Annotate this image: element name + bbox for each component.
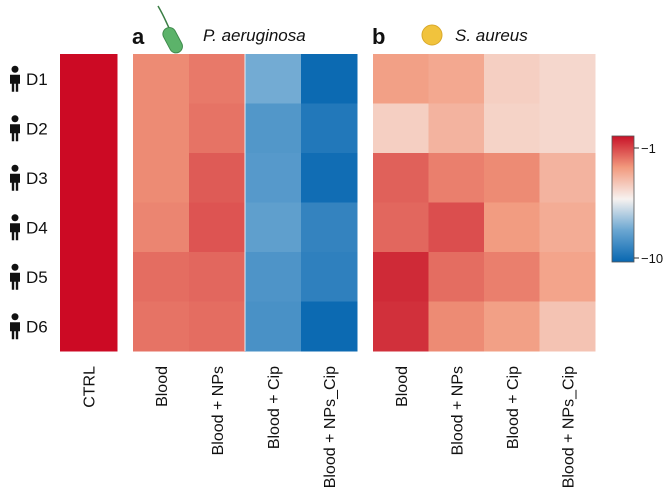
heatmap-cell <box>133 54 190 104</box>
panel-a-header: a P. aeruginosa <box>132 5 306 54</box>
condition-label: Blood + NPs_Cip <box>560 366 577 488</box>
panel-b-header: b S. aureus <box>372 24 528 49</box>
heatmap-cell <box>189 103 246 154</box>
panel-a-heatmap <box>133 54 358 352</box>
heatmap-cell <box>245 54 302 104</box>
colorbar-gradient <box>611 135 635 263</box>
heatmap-cell <box>133 103 190 154</box>
heatmap-cell <box>539 54 596 104</box>
condition-label: Blood + NPs <box>210 366 227 455</box>
heatmap-cell <box>189 153 246 203</box>
heatmap-cell <box>373 54 429 104</box>
donor-label: D2 <box>26 119 48 138</box>
heatmap-cell <box>245 252 302 302</box>
heatmap-cell <box>539 103 596 154</box>
heatmap-cell <box>133 202 190 253</box>
heatmap-cell <box>539 301 596 352</box>
condition-label: Blood + Cip <box>505 366 522 449</box>
condition-label: Blood <box>394 366 411 407</box>
heatmap-cell <box>539 153 596 203</box>
heatmap-cell <box>373 153 429 203</box>
panel-b-species: S. aureus <box>455 26 528 45</box>
panel-b-letter: b <box>372 24 385 49</box>
person-icon <box>10 65 20 92</box>
heatmap-cell <box>60 54 118 104</box>
heatmap-cell <box>301 54 358 104</box>
heatmap-cell <box>301 153 358 203</box>
heatmap-cell <box>60 252 118 302</box>
heatmap-cell <box>133 252 190 302</box>
heatmap-cell <box>245 301 302 352</box>
heatmap-cell <box>428 252 485 302</box>
donor-label: D6 <box>26 317 48 336</box>
heatmap-cell <box>245 202 302 253</box>
heatmap-cell <box>60 202 118 253</box>
donor-labels: D1 D2 D3 D4 D5 D6 <box>10 65 48 340</box>
heatmap-cell <box>245 103 302 154</box>
panel-a-letter: a <box>132 24 145 49</box>
heatmap-cell <box>189 202 246 253</box>
heatmap-cell <box>428 103 485 154</box>
heatmap-cell <box>133 301 190 352</box>
heatmap-cell <box>60 103 118 154</box>
person-icon <box>10 313 20 340</box>
heatmap-cell <box>245 153 302 203</box>
person-icon <box>10 214 20 241</box>
heatmap-cell <box>189 54 246 104</box>
heatmap-cell <box>539 252 596 302</box>
heatmap-cell <box>539 202 596 253</box>
heatmap-cell <box>373 202 429 253</box>
panel-a-species: P. aeruginosa <box>203 26 306 45</box>
person-icon <box>10 115 20 142</box>
heatmap-cell <box>484 202 540 253</box>
ctrl-heatmap <box>60 54 118 352</box>
colorbar-max-label: −1 <box>641 141 656 156</box>
heatmap-cell <box>60 301 118 352</box>
panel-b-heatmap <box>373 54 596 352</box>
person-icon <box>10 164 20 191</box>
condition-label: Blood + NPs <box>449 366 466 455</box>
donor-label: D4 <box>26 218 48 237</box>
heatmap-cell <box>189 252 246 302</box>
heatmap-cell <box>484 301 540 352</box>
colorbar: −1 −10 <box>611 135 663 266</box>
heatmap-cell <box>428 54 485 104</box>
heatmap-cell <box>373 103 429 154</box>
coccus-bacterium-icon <box>421 24 443 46</box>
heatmap-cell <box>301 103 358 154</box>
heatmap-cell <box>428 153 485 203</box>
condition-label: Blood + NPs_Cip <box>322 366 339 488</box>
heatmap-cell <box>133 153 190 203</box>
heatmap-cell <box>484 252 540 302</box>
heatmap-cell <box>60 153 118 203</box>
heatmap-cell <box>301 301 358 352</box>
person-icon <box>10 263 20 290</box>
condition-label: Blood + Cip <box>266 366 283 449</box>
heatmap-cell <box>428 301 485 352</box>
heatmap-cell <box>373 252 429 302</box>
heatmap-cell <box>301 252 358 302</box>
heatmap-cell <box>484 153 540 203</box>
heatmap-cell <box>428 202 485 253</box>
condition-label: CTRL <box>82 366 99 408</box>
donor-label: D5 <box>26 268 48 287</box>
donor-label: D1 <box>26 70 48 89</box>
colorbar-min-label: −10 <box>641 251 663 266</box>
heatmap-cell <box>301 202 358 253</box>
heatmap-cell <box>484 54 540 104</box>
heatmap-cell <box>373 301 429 352</box>
condition-label: Blood <box>154 366 171 407</box>
condition-labels: CTRL Blood Blood + NPs Blood + Cip Blood + N… <box>82 366 578 488</box>
heatmap-cell <box>189 301 246 352</box>
heatmap-cell <box>484 103 540 154</box>
donor-label: D3 <box>26 169 48 188</box>
rod-bacterium-icon <box>157 5 183 54</box>
